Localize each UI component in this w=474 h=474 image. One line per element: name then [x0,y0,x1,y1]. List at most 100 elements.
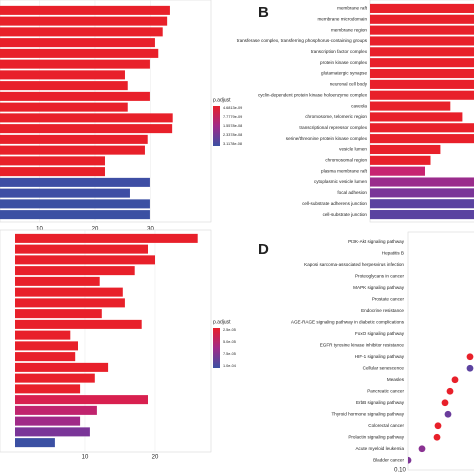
y-tick-label: Endocrine resistance [361,308,404,313]
bar [0,70,125,80]
bar [15,255,155,265]
bar [0,81,128,91]
panel: 10 20 p.adjust 2.5e-05 5.0e-05 7.5e-05 1.0e-04 [0,229,236,461]
y-tick-label: Acute myeloid leukemia [355,446,404,451]
bar [0,102,128,112]
y-tick-label: Proteoglycans in cancer [355,273,404,278]
bar [15,373,95,383]
bar [0,210,150,220]
bar [15,341,78,351]
bar [370,68,474,79]
y-tick-label: serine/threonine protein kinase complex [286,136,368,141]
bar [370,14,474,24]
panel: 10 20 30 p.adjust 4.6813e-09 7.7779e-09 1.5578… [0,0,242,233]
bar [370,36,474,46]
x-tick-label: 10 [36,227,43,233]
x-tick-label: 30 [147,227,154,233]
y-tick-label: plasma membrane raft [321,168,368,173]
x-tick-label: 0.10 [394,468,406,474]
dot [466,353,474,361]
bar [370,112,463,122]
bar [370,177,474,187]
x-tick-label: 20 [92,227,99,233]
bar [0,124,173,134]
y-tick-label: chromosomal region [325,158,367,163]
bar [15,309,102,319]
bar [15,427,90,437]
y-tick-label: membrane raft [337,6,368,11]
bar [370,101,451,111]
y-tick-label: cyclin-dependent protein kinase holoenzy… [258,92,368,97]
bar [370,155,431,165]
legend-label: 4.6813e-09 [223,106,242,110]
y-tick-label: Hepatitis B [382,250,404,255]
y-tick-label: FoxO signaling pathway [355,331,405,336]
y-tick-label: neuronal cell body [330,82,368,87]
legend-label: 7.5e-05 [223,352,236,356]
bar [0,91,150,101]
bar [15,298,125,308]
bar [0,59,150,69]
y-tick-label: focal adhesion [337,190,367,195]
bar [370,144,441,155]
y-tick-label: MAPK signaling pathway [353,285,405,290]
y-tick-label: EGFR tyrosine kinase inhibitor resistanc… [320,342,405,347]
bar [0,27,163,37]
y-tick-label: PI3K-Akt signaling pathway [348,239,405,244]
bar [0,48,159,58]
panel-label: B [258,4,269,21]
dot [451,376,459,384]
y-tick-label: caveola [351,103,367,108]
bar [15,405,97,415]
y-tick-label: cell-substrate adherens junction [302,201,367,206]
bar [370,79,474,89]
bar [15,395,148,405]
bar [370,134,474,144]
legend-label: 2.3378e-08 [223,133,242,137]
plot-area [15,230,198,452]
bar [15,276,100,286]
dot [444,410,452,418]
dot [466,364,474,372]
bar [0,5,170,15]
bar [15,244,148,254]
y-tick-label: AGE-RAGE signaling pathway in diabetic c… [291,319,405,324]
bar [370,90,474,100]
bar [15,330,71,340]
dot [408,456,412,464]
y-tick-label: protein kinase complex [320,60,368,65]
bar [0,134,148,144]
legend-gradient [213,328,220,368]
bar [15,416,81,426]
bar [370,210,474,220]
bar [15,352,76,362]
bar [0,145,145,155]
y-tick-label: cytoplasmic vesicle lumen [314,179,368,184]
y-tick-label: transferase complex, transferring phosph… [237,38,368,43]
y-tick-label: transcription factor complex [311,49,368,54]
y-tick-label: glutamatergic synapse [321,71,367,76]
y-tick-label: Prolactin signaling pathway [348,434,404,439]
y-tick-label: cell-substrate junction [323,212,368,217]
panel: D 0.10 PI3K-Akt signaling pathway Hepatitis… [258,231,474,474]
y-tick-label: Bladder cancer [373,457,404,462]
y-tick-label: vesicle lumen [339,147,367,152]
panel-label: D [258,241,269,258]
legend-gradient [213,106,220,146]
legend-label: 1.5578e-08 [223,124,242,128]
plot-area [0,0,173,222]
bar [370,25,474,35]
legend-title: p.adjust [213,319,231,325]
bar [370,58,474,68]
dot [446,387,454,395]
bar [15,287,123,297]
y-tick-label: transcriptional repressor complex [299,125,367,130]
y-tick-label: chromosome, telomeric region [305,114,367,119]
bar [370,123,474,133]
bar [15,319,142,329]
bar [15,266,135,276]
plot-area [408,353,474,464]
y-tick-label: Kaposi sarcoma-associated herpesvirus in… [304,262,404,267]
bar [15,384,81,394]
